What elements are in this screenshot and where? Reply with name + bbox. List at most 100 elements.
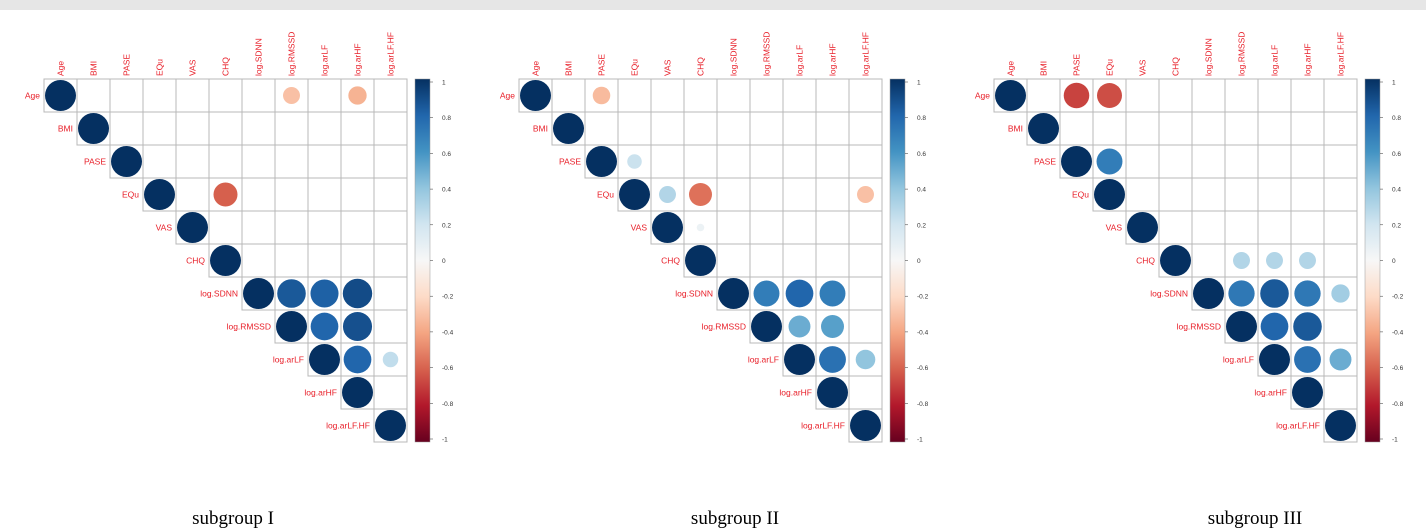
correlation-circle	[342, 278, 373, 309]
correlation-circle	[592, 86, 611, 105]
correlation-circle-diagonal	[309, 344, 340, 375]
correlation-circle-diagonal	[1226, 311, 1257, 342]
column-label: log.arLF	[1270, 45, 1280, 76]
legend-tick-label: 1	[917, 80, 921, 87]
grid-cell	[683, 111, 718, 146]
grid-cell	[175, 177, 210, 212]
grid-cell	[109, 78, 144, 113]
correlation-circle	[382, 351, 399, 368]
grid-cell	[373, 78, 408, 113]
grid-cell	[782, 78, 817, 113]
legend-tick-label: 1	[1392, 80, 1396, 87]
panel-caption: subgroup III	[1207, 508, 1303, 529]
correlation-circle	[819, 346, 846, 373]
row-label: log.RMSSD	[702, 322, 746, 332]
grid-cell	[1224, 210, 1259, 245]
legend-tick-label: 0.6	[917, 151, 926, 158]
correlation-circle-diagonal	[1028, 113, 1059, 144]
column-label: EQu	[155, 59, 165, 76]
correlation-circle-diagonal	[276, 311, 307, 342]
correlation-circle-diagonal	[1193, 278, 1224, 309]
colour-legend-bar	[414, 78, 431, 443]
grid-cell	[1323, 210, 1358, 245]
row-label: EQu	[122, 190, 139, 200]
grid-cell	[683, 78, 718, 113]
grid-cell	[782, 210, 817, 245]
legend-tick-label: 0.8	[917, 115, 926, 122]
legend-tick-label: -0.2	[917, 294, 929, 301]
correlation-panel-2: Age BMI PASE EQu VAS CHQ log.SDNN log.RMSSD log.…	[500, 32, 929, 444]
grid-cell	[307, 78, 342, 113]
correlation-circle-diagonal	[1061, 146, 1092, 177]
correlation-circle-diagonal	[817, 377, 848, 408]
row-label: CHQ	[661, 256, 680, 266]
grid-cell	[1290, 78, 1325, 113]
grid-cell	[175, 111, 210, 146]
grid-cell	[241, 210, 276, 245]
correlation-circle-diagonal	[1094, 179, 1125, 210]
correlation-circle	[753, 280, 780, 307]
row-label: BMI	[1008, 124, 1023, 134]
correlation-circle-diagonal	[1259, 344, 1290, 375]
grid-cell	[584, 111, 619, 146]
row-label: log.arLF.HF	[326, 421, 370, 431]
correlation-circle	[627, 154, 642, 169]
correlation-circle-diagonal	[1127, 212, 1158, 243]
grid-cell	[749, 144, 784, 179]
grid-cell	[1323, 78, 1358, 113]
column-label: log.arLF.HF	[1336, 32, 1346, 76]
grid-cell	[782, 177, 817, 212]
grid-cell	[1158, 78, 1193, 113]
grid-cell	[782, 243, 817, 278]
correlation-circle	[1260, 312, 1289, 341]
column-label: log.arHF	[828, 43, 838, 76]
grid-cell	[241, 78, 276, 113]
correlation-panel-3: Age BMI PASE EQu VAS CHQ log.SDNN log.RMSSD log.…	[975, 32, 1404, 444]
row-label: log.arHF	[304, 388, 337, 398]
column-label: log.RMSSD	[1237, 32, 1247, 76]
column-label: VAS	[663, 59, 673, 76]
grid-cell	[274, 144, 309, 179]
grid-cell	[716, 78, 751, 113]
grid-cell	[716, 111, 751, 146]
row-label: CHQ	[186, 256, 205, 266]
grid-cell	[1191, 78, 1226, 113]
correlation-circle	[343, 345, 372, 374]
grid-cell	[1191, 210, 1226, 245]
correlation-circle-diagonal	[342, 377, 373, 408]
grid-cell	[848, 243, 883, 278]
row-label: log.arLF.HF	[1276, 421, 1320, 431]
grid-cell	[1257, 210, 1292, 245]
grid-cell	[307, 111, 342, 146]
grid-cell	[617, 111, 652, 146]
grid-cell	[848, 309, 883, 344]
row-label: log.SDNN	[675, 289, 713, 299]
correlation-circle	[1233, 252, 1250, 269]
correlation-circle	[213, 182, 238, 207]
grid-cell	[1125, 144, 1160, 179]
grid-cell	[1158, 111, 1193, 146]
correlation-circle	[1097, 83, 1122, 108]
grid-cell	[1257, 177, 1292, 212]
row-label: log.RMSSD	[227, 322, 271, 332]
grid-cell	[650, 144, 685, 179]
grid-cell	[1224, 177, 1259, 212]
grid-cell	[1257, 78, 1292, 113]
column-label: PASE	[597, 54, 607, 76]
row-label: BMI	[533, 124, 548, 134]
grid-cell	[307, 210, 342, 245]
correlation-circle	[659, 186, 676, 203]
correlation-circle-diagonal	[685, 245, 716, 276]
correlation-circle	[1096, 148, 1123, 175]
grid-cell	[76, 78, 111, 113]
grid-cell	[650, 111, 685, 146]
legend-tick-label: 0	[442, 258, 446, 265]
row-label: log.arLF	[273, 355, 304, 365]
grid-cell	[241, 111, 276, 146]
grid-cell	[373, 144, 408, 179]
correlation-circle-diagonal	[177, 212, 208, 243]
correlation-circle-diagonal	[243, 278, 274, 309]
correlation-circle-diagonal	[619, 179, 650, 210]
grid-cell	[373, 309, 408, 344]
grid-cell	[274, 210, 309, 245]
